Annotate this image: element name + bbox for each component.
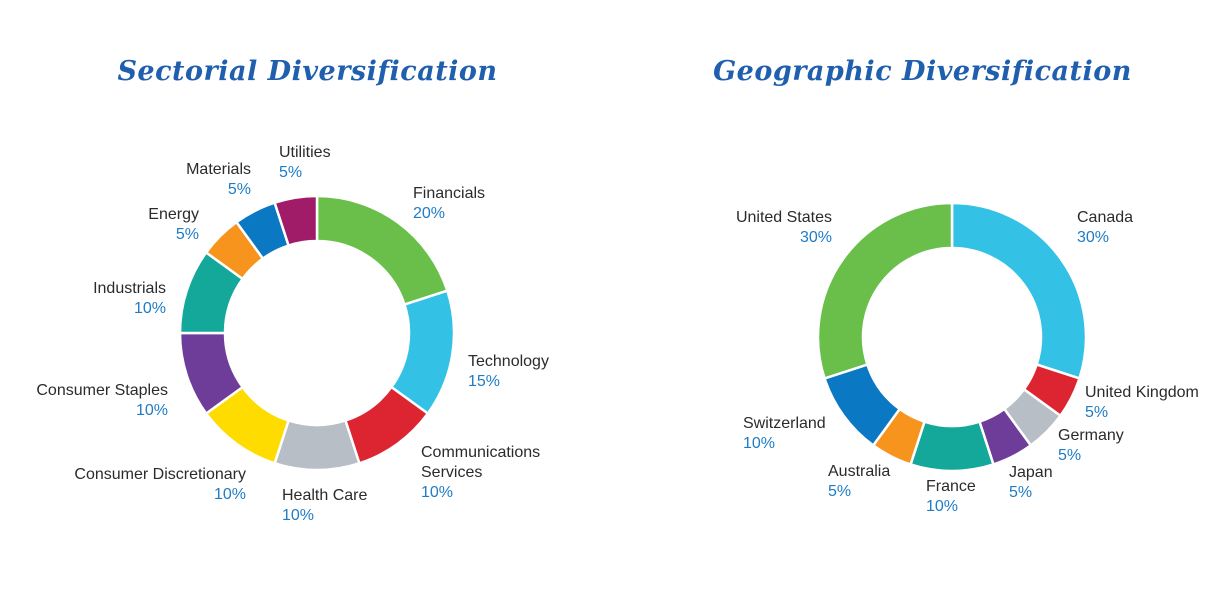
slice-value: 5%: [828, 483, 851, 500]
slice-label-materials: Materials 5%: [186, 161, 251, 198]
slice-value: 10%: [214, 486, 246, 503]
slice-value: 30%: [800, 229, 832, 246]
chart-title: Sectorial Diversification: [117, 56, 498, 87]
slice-name: Energy: [148, 206, 199, 223]
slice-label-technology: Technology 15%: [468, 353, 549, 390]
chart-title: Geographic Diversification: [713, 56, 1132, 87]
slice-name: Australia: [828, 463, 890, 480]
slice-name: United Kingdom: [1085, 384, 1199, 401]
slice-label-france: France 10%: [926, 478, 976, 515]
slice-name: Industrials: [93, 280, 166, 297]
slice-value: 15%: [468, 373, 500, 390]
slice-name: Materials: [186, 161, 251, 178]
slice-label-consumer-discretionary: Consumer Discretionary 10%: [74, 466, 246, 503]
slice-value: 10%: [282, 507, 314, 524]
sectorial-chart-panel: Sectorial Diversification Financials 20% T…: [36, 56, 549, 524]
geographic-chart-panel: Geographic Diversification Canada 30% Unit…: [615, 0, 1230, 600]
slice-label-japan: Japan 5%: [1009, 464, 1053, 501]
slice-value: 5%: [176, 226, 199, 243]
slice-canada: [950, 201, 1088, 380]
slice-value: 10%: [421, 484, 453, 501]
slice-name: Health Care: [282, 487, 367, 504]
slice-name: Technology: [468, 353, 549, 370]
slice-label-united-states: United States 30%: [736, 209, 832, 246]
slice-name: Japan: [1009, 464, 1053, 481]
slice-name: Financials: [413, 185, 485, 202]
slice-label-financials: Financials 20%: [413, 185, 485, 222]
slice-value: 10%: [926, 498, 958, 515]
slice-label-united-kingdom: United Kingdom 5%: [1085, 384, 1199, 421]
slice-label-communications-services: Communications Services 10%: [421, 444, 540, 501]
slice-name: Services: [421, 464, 482, 481]
slice-name: Utilities: [279, 144, 331, 161]
slice-value: 5%: [279, 164, 302, 181]
slice-name: Canada: [1077, 209, 1133, 226]
slice-value: 10%: [136, 402, 168, 419]
slice-name: France: [926, 478, 976, 495]
slice-label-energy: Energy 5%: [148, 206, 199, 243]
slice-name: Germany: [1058, 427, 1124, 444]
slice-label-industrials: Industrials 10%: [93, 280, 166, 317]
slice-value: 5%: [1009, 484, 1032, 501]
slice-name: Communications: [421, 444, 540, 461]
slice-name: Switzerland: [743, 415, 826, 432]
slice-value: 10%: [743, 435, 775, 452]
slice-label-switzerland: Switzerland 10%: [743, 415, 826, 452]
geographic-donut-chart: Canada 30% United Kingdom 5% Germany 5% Japan 5…: [736, 201, 1199, 515]
slice-name: Consumer Discretionary: [74, 466, 246, 483]
slice-value: 10%: [134, 300, 166, 317]
slice-value: 5%: [1058, 447, 1081, 464]
slice-value: 30%: [1077, 229, 1109, 246]
slice-utilities: [273, 194, 319, 248]
slice-label-utilities: Utilities 5%: [279, 144, 331, 181]
slice-value: 5%: [1085, 404, 1108, 421]
slice-name: United States: [736, 209, 832, 226]
slice-name: Consumer Staples: [36, 382, 168, 399]
sectorial-donut-chart: Financials 20% Technology 15% Communications…: [36, 144, 549, 524]
slice-label-health-care: Health Care 10%: [282, 487, 367, 524]
slice-value: 5%: [228, 181, 251, 198]
slice-value: 20%: [413, 205, 445, 222]
slice-united-states: [816, 201, 954, 380]
slice-label-germany: Germany 5%: [1058, 427, 1124, 464]
slice-label-australia: Australia 5%: [828, 463, 890, 500]
slice-label-canada: Canada 30%: [1077, 209, 1133, 246]
slice-label-consumer-staples: Consumer Staples 10%: [36, 382, 168, 419]
